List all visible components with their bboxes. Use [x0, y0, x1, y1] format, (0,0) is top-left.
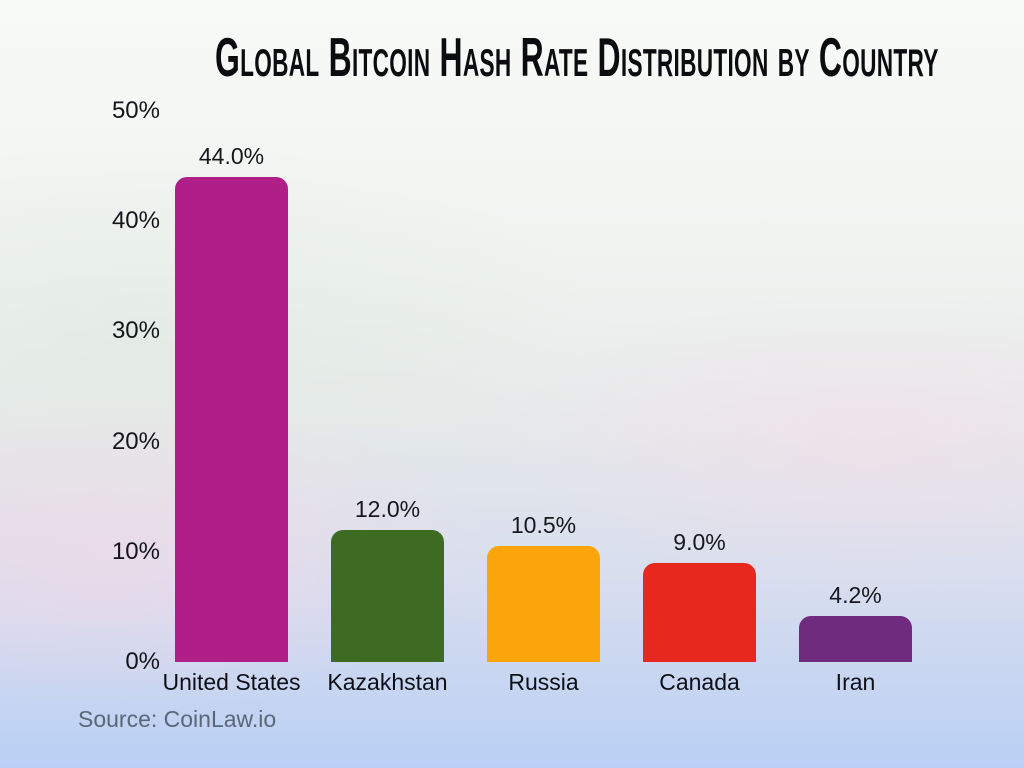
bar: [643, 562, 756, 662]
bar-group-united-states: 44.0% United States: [162, 143, 300, 695]
bar-group-iran: 4.2% Iran: [799, 582, 912, 695]
y-tick-label: 50%: [111, 97, 160, 124]
bar-category-label: Kazakhstan: [327, 668, 448, 695]
bar-category-label: United States: [162, 668, 301, 695]
bar-category-label: Iran: [835, 668, 876, 695]
bar-group-kazakhstan: 12.0% Kazakhstan: [327, 496, 447, 695]
bar-group-canada: 9.0% Canada: [643, 529, 756, 695]
bar: [487, 546, 600, 662]
y-tick-label: 20%: [111, 427, 160, 455]
bar-category-label: Canada: [659, 668, 740, 695]
bar: [799, 615, 912, 662]
bar-value-label: 10.5%: [510, 512, 577, 539]
y-tick-label: 10%: [111, 537, 160, 565]
bar-group-russia: 10.5% Russia: [487, 512, 600, 695]
bar-value-label: 4.2%: [829, 581, 882, 608]
y-tick-label: 30%: [111, 317, 160, 345]
y-tick-label: 0%: [125, 648, 160, 675]
bar-category-label: Russia: [508, 668, 579, 695]
bar-value-label: 44.0%: [198, 143, 265, 170]
bar-value-label: 12.0%: [354, 495, 421, 522]
bar-value-label: 9.0%: [673, 528, 726, 555]
bar: [175, 177, 288, 662]
bar: [331, 529, 444, 662]
source-caption: Source: CoinLaw.io: [78, 706, 277, 732]
y-tick-label: 40%: [111, 207, 160, 235]
